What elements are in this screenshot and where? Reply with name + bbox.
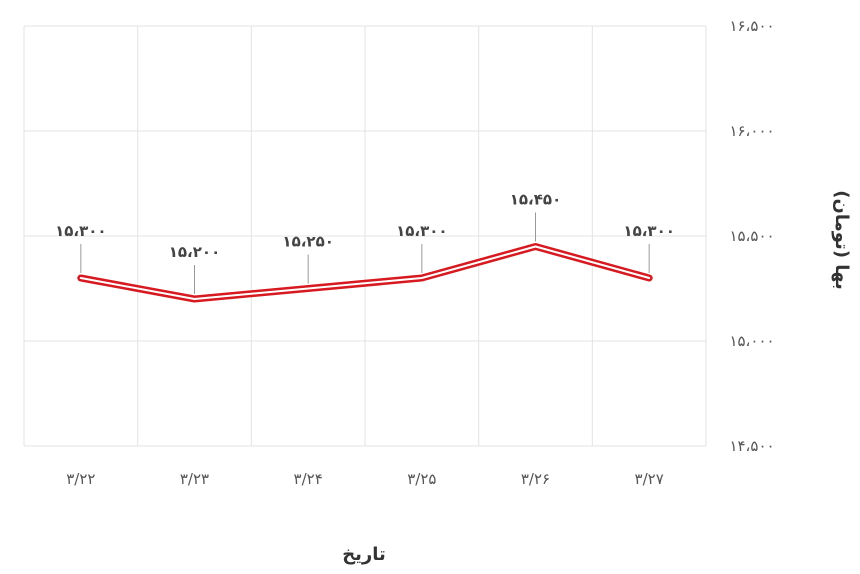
- x-tick-label: ۳/۲۵: [407, 470, 436, 488]
- x-tick-label: ۳/۲۲: [66, 470, 95, 488]
- data-label: ۱۵،۲۰۰: [169, 243, 220, 261]
- y-axis-title: بها (تومان): [831, 190, 852, 289]
- data-label: ۱۵،۳۰۰: [396, 222, 447, 240]
- x-tick-label: ۳/۲۳: [180, 470, 209, 488]
- y-tick-label: ۱۶،۵۰۰: [729, 17, 774, 35]
- series-line-inner: [79, 245, 651, 300]
- x-axis-title: تاریخ: [342, 544, 386, 565]
- x-tick-label: ۳/۲۶: [521, 470, 550, 488]
- chart-grid: [23, 25, 707, 447]
- price-series: [77, 243, 653, 303]
- y-tick-label: ۱۵،۰۰۰: [729, 332, 774, 350]
- data-label: ۱۵،۴۵۰: [510, 191, 561, 209]
- data-label: ۱۵،۲۵۰: [282, 233, 333, 251]
- x-tick-label: ۳/۲۴: [294, 470, 323, 488]
- data-label: ۱۵،۳۰۰: [623, 222, 674, 240]
- y-tick-label: ۱۴،۵۰۰: [729, 437, 774, 455]
- data-label-leaders: [80, 212, 650, 294]
- data-labels: ۱۵،۳۰۰ ۱۵،۲۰۰ ۱۵،۲۵۰ ۱۵،۳۰۰ ۱۵،۴۵۰ ۱۵،۳۰۰: [55, 191, 675, 262]
- y-tick-label: ۱۶،۰۰۰: [729, 122, 774, 140]
- y-axis-ticks: ۱۴،۵۰۰ ۱۵،۰۰۰ ۱۵،۵۰۰ ۱۶،۰۰۰ ۱۶،۵۰۰: [729, 17, 774, 455]
- y-tick-label: ۱۵،۵۰۰: [729, 227, 774, 245]
- x-tick-label: ۳/۲۷: [635, 470, 664, 488]
- x-axis-ticks: ۳/۲۲ ۳/۲۳ ۳/۲۴ ۳/۲۵ ۳/۲۶ ۳/۲۷: [66, 470, 664, 488]
- data-label: ۱۵،۳۰۰: [55, 222, 106, 240]
